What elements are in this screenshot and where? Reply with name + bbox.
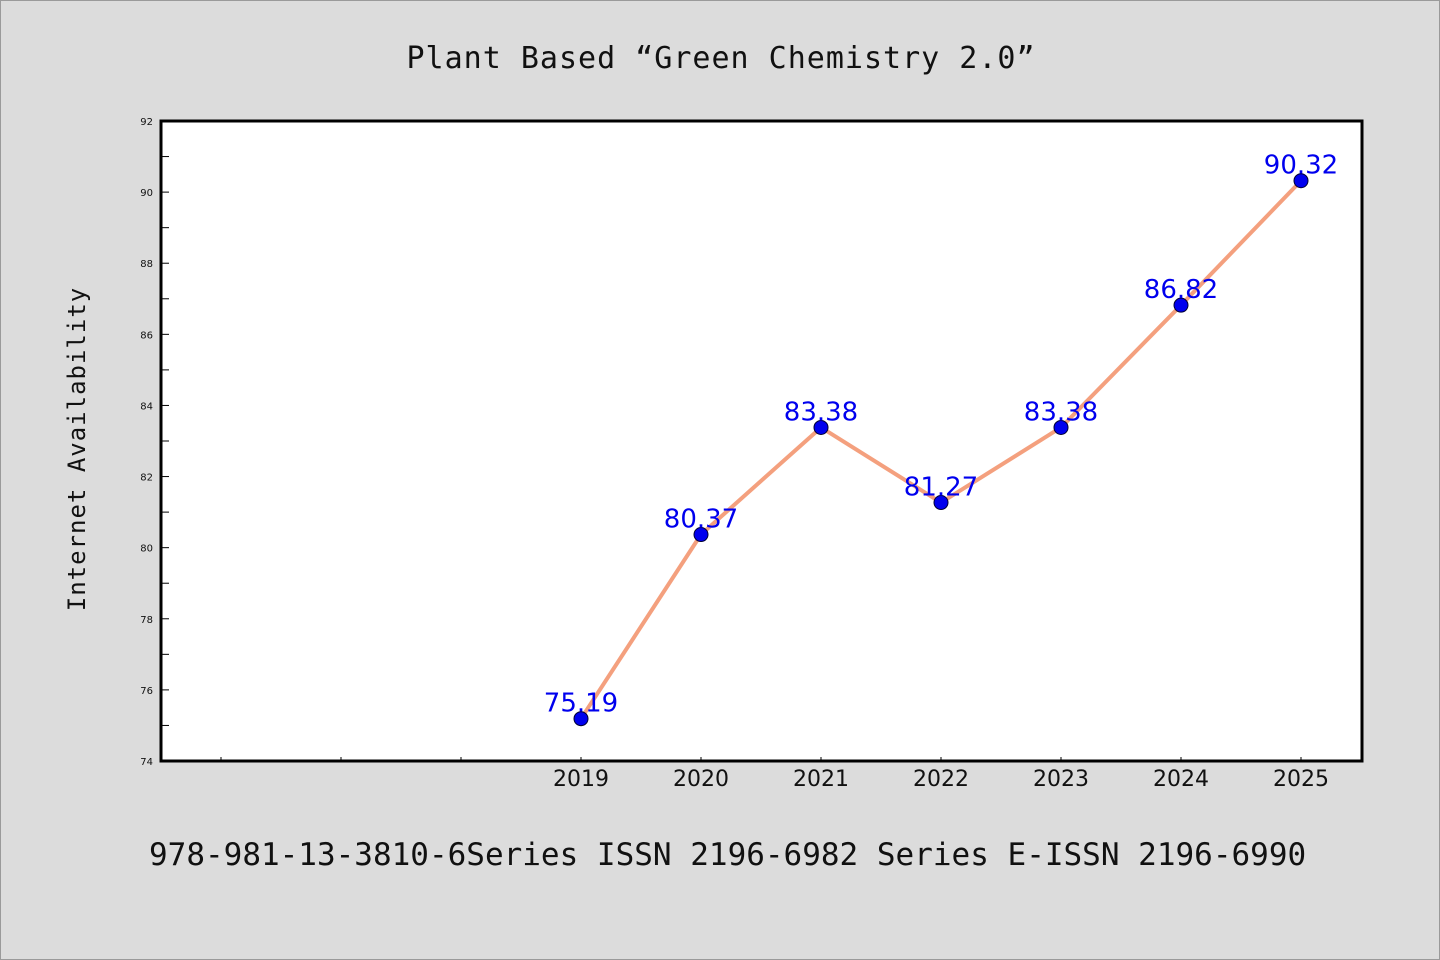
data-label: 83.38 bbox=[1024, 397, 1098, 427]
y-tick-label: 78 bbox=[140, 615, 153, 626]
data-point bbox=[813, 419, 829, 435]
y-tick-label: 82 bbox=[140, 473, 153, 484]
chart-title: Plant Based “Green Chemistry 2.0” bbox=[406, 41, 1035, 76]
data-label: 80.37 bbox=[664, 505, 738, 535]
x-axis: 2019 2020 2021 2022 2023 2024 2025 bbox=[220, 757, 1329, 792]
data-point bbox=[573, 711, 589, 727]
y-tick-label: 92 bbox=[140, 117, 153, 128]
data-labels: 75.19 80.37 83.38 81.27 83.38 86.82 90.32 bbox=[544, 151, 1338, 719]
x-tick-label: 2025 bbox=[1273, 767, 1329, 792]
x-tick-label: 2020 bbox=[673, 767, 729, 792]
y-tick-label: 76 bbox=[140, 686, 153, 697]
y-tick-label: 86 bbox=[140, 330, 153, 341]
data-label: 83.38 bbox=[784, 397, 858, 427]
x-tick-label: 2021 bbox=[793, 767, 849, 792]
y-axis-label: Internet Availability bbox=[63, 287, 91, 611]
data-label: 81.27 bbox=[904, 473, 978, 503]
data-point bbox=[1293, 173, 1309, 189]
data-series bbox=[573, 173, 1309, 727]
y-axis: 74 76 78 80 82 84 86 88 90 92 bbox=[140, 117, 169, 768]
x-tick-label: 2019 bbox=[553, 767, 609, 792]
data-point bbox=[1053, 419, 1069, 435]
y-tick-label: 74 bbox=[140, 757, 153, 768]
plot-area bbox=[159, 119, 1364, 763]
data-label: 75.19 bbox=[544, 689, 618, 719]
data-label: 90.32 bbox=[1264, 151, 1338, 181]
data-point bbox=[933, 495, 949, 511]
x-tick-label: 2023 bbox=[1033, 767, 1089, 792]
data-point bbox=[693, 527, 709, 543]
x-tick-label: 2022 bbox=[913, 767, 969, 792]
data-point bbox=[1173, 297, 1189, 313]
y-tick-label: 84 bbox=[140, 401, 153, 412]
data-label: 86.82 bbox=[1144, 275, 1218, 305]
y-tick-label: 88 bbox=[140, 259, 153, 270]
y-tick-label: 90 bbox=[140, 188, 153, 199]
x-tick-label: 2024 bbox=[1153, 767, 1209, 792]
y-tick-label: 80 bbox=[140, 544, 153, 555]
footer-isbn-issn: 978-981-13-3810-6Series ISSN 2196-6982 S… bbox=[149, 837, 1306, 873]
